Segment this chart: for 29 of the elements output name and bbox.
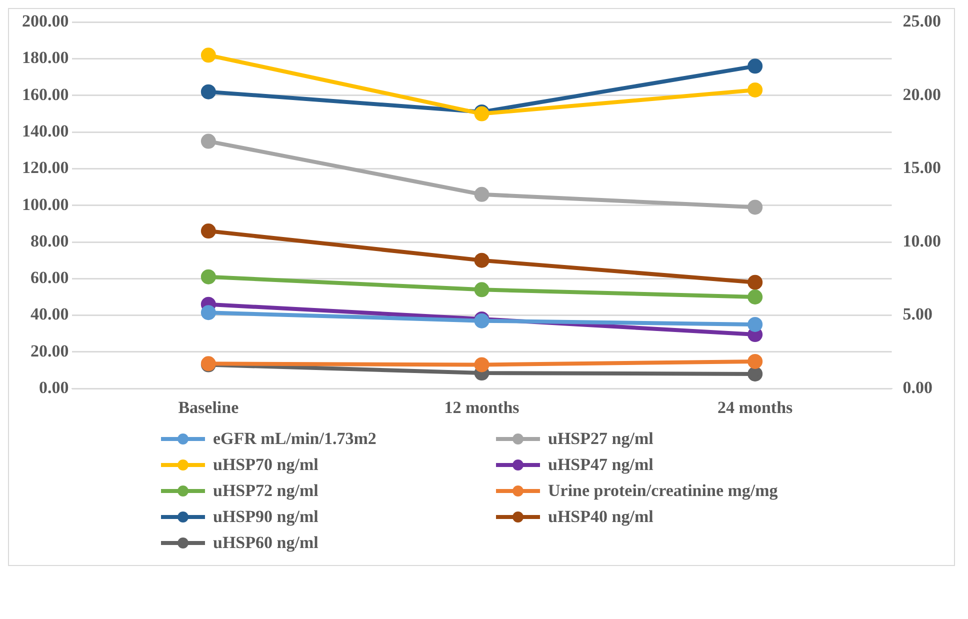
y-tick-label: 160.00: [22, 84, 69, 104]
legend-label: uHSP40 ng/ml: [548, 507, 654, 527]
y-tick-label: 100.00: [22, 194, 69, 214]
legend-label: uHSP90 ng/ml: [213, 507, 318, 527]
y2-tick-label: 5.00: [902, 304, 932, 324]
x-tick-label: 12 months: [444, 398, 520, 418]
y2-tick-label: 25.00: [902, 12, 941, 31]
y2-tick-label: 10.00: [902, 231, 941, 250]
legend-label: eGFR mL/min/1.73m2: [213, 429, 376, 449]
legend-label: uHSP27 ng/ml: [548, 429, 654, 449]
legend-label: uHSP47 ng/ml: [548, 455, 654, 475]
x-tick-label: Baseline: [178, 398, 240, 418]
y-tick-label: 80.00: [30, 231, 69, 250]
y-tick-label: 20.00: [30, 341, 69, 360]
y-tick-label: 120.00: [22, 158, 69, 178]
y-tick-label: 180.00: [22, 48, 69, 68]
legend-label: uHSP70 ng/ml: [213, 455, 318, 475]
legend-label: Urine protein/creatinine mg/mg: [548, 481, 778, 501]
y-tick-label: 0.00: [39, 378, 69, 397]
y2-tick-label: 20.00: [902, 84, 941, 104]
y-tick-label: 60.00: [30, 268, 69, 288]
y-tick-label: 40.00: [30, 304, 69, 324]
x-tick-label: 24 months: [718, 398, 794, 418]
legend-label: uHSP72 ng/ml: [213, 481, 318, 501]
y-tick-label: 200.00: [22, 12, 69, 31]
y2-tick-label: 0.00: [902, 378, 932, 397]
y2-tick-label: 15.00: [902, 158, 941, 178]
legend-label: uHSP60 ng/ml: [213, 533, 318, 553]
y-tick-label: 140.00: [22, 122, 69, 141]
